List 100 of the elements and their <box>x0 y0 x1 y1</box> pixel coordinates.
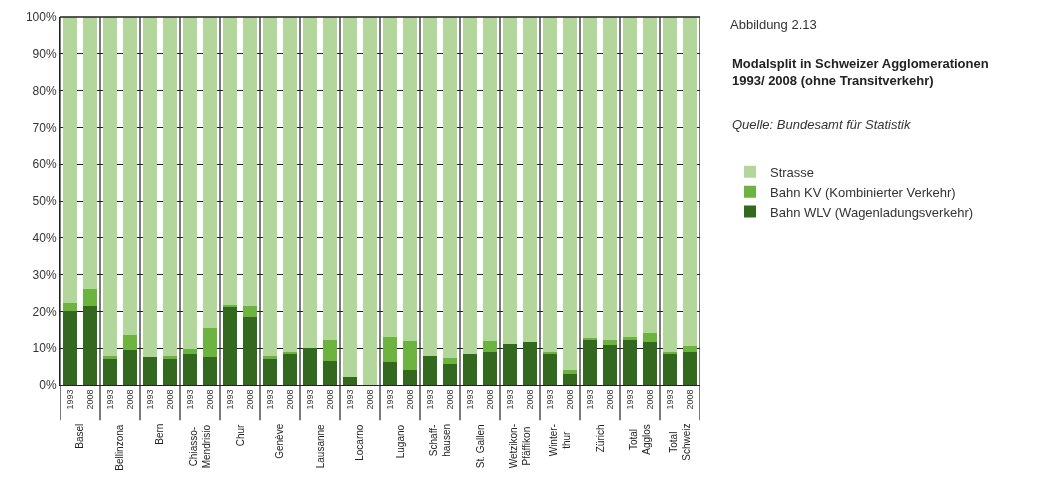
bar <box>62 303 78 312</box>
bar <box>182 17 198 349</box>
bar <box>482 351 498 385</box>
bar <box>322 339 338 362</box>
x-tick-label: 2008 <box>204 389 215 410</box>
bar <box>682 17 698 347</box>
bar <box>562 17 578 370</box>
x-tick-label: 2008 <box>124 389 135 410</box>
bar <box>622 17 638 338</box>
bar <box>522 17 538 343</box>
bar <box>222 306 238 385</box>
text: St. Gallen <box>474 424 486 469</box>
bar <box>602 344 618 385</box>
bar <box>462 354 478 385</box>
x-tick-label: 2008 <box>524 389 535 410</box>
y-tick-label: 70% <box>32 120 57 135</box>
x-tick-label: 1993 <box>544 389 555 410</box>
bar <box>442 17 458 359</box>
y-tick-label: 50% <box>32 194 57 209</box>
bar <box>242 316 258 385</box>
text: Zürich <box>594 424 606 453</box>
bar <box>182 354 198 385</box>
y-tick-label: 30% <box>32 267 57 282</box>
text: Genève <box>274 423 286 459</box>
bar <box>162 355 178 359</box>
x-tick-label: 2008 <box>364 389 375 410</box>
bar <box>142 17 158 358</box>
bar <box>582 339 598 385</box>
text: Total Schweiz <box>668 423 693 461</box>
x-tick-label: 1993 <box>184 389 195 410</box>
x-tick-label: 1993 <box>464 389 475 410</box>
bar <box>162 358 178 385</box>
x-tick-label: 1993 <box>64 389 75 410</box>
bar <box>482 341 498 352</box>
y-tick-label: 40% <box>32 231 57 245</box>
bar <box>402 341 418 370</box>
source-note: Quelle: Bundesamt für Statistik <box>732 117 912 132</box>
bar <box>622 337 638 340</box>
text: Modalsplit in Schweizer Agglomerationen 1993/ 2008 (ohne Transitverkehr) <box>732 56 989 88</box>
x-tick-label: 2008 <box>404 389 415 410</box>
x-tick-label: 1993 <box>104 389 115 410</box>
legend-label: Bahn WLV (Wagenladungsverkehr) <box>770 204 974 220</box>
x-tick-label: 1993 <box>224 389 235 410</box>
bar <box>602 339 618 345</box>
bar <box>62 17 78 304</box>
y-tick-label: 80% <box>32 83 57 98</box>
bar <box>482 17 498 342</box>
x-tick-label: 2008 <box>564 389 575 410</box>
text: Wetzikon- Pfäffikon <box>507 424 532 469</box>
bar <box>322 17 338 340</box>
bar <box>122 350 138 385</box>
bar <box>302 17 318 348</box>
text: Basel <box>74 423 86 449</box>
bar <box>382 17 398 338</box>
y-tick-label: 90% <box>32 47 57 61</box>
text: Bellinzona <box>114 424 126 471</box>
x-tick-label: 1993 <box>304 389 315 410</box>
legend-label: Strasse <box>770 164 815 180</box>
bar <box>82 17 98 289</box>
bar <box>202 328 218 358</box>
x-tick-label: 2008 <box>484 389 495 410</box>
x-tick-label: 2008 <box>164 389 175 410</box>
text: Chur <box>234 423 246 447</box>
bar <box>402 369 418 385</box>
text: Winter- thur <box>547 424 572 457</box>
bar <box>262 355 278 359</box>
bar <box>222 17 238 305</box>
bar <box>522 342 538 385</box>
x-tick-label: 2008 <box>284 389 295 410</box>
bar <box>362 17 378 385</box>
x-tick-label: 1993 <box>144 389 155 410</box>
bar <box>282 17 298 352</box>
bar <box>202 17 218 329</box>
bar <box>62 311 78 385</box>
bar <box>642 342 658 385</box>
bar <box>562 369 578 374</box>
bar <box>262 358 278 385</box>
y-tick-label: 10% <box>32 341 57 356</box>
x-tick-label: 2008 <box>684 389 695 410</box>
bar <box>162 17 178 356</box>
bar <box>542 354 558 385</box>
bar <box>322 361 338 385</box>
bar <box>682 346 698 352</box>
bar <box>662 354 678 385</box>
x-tick-label: 1993 <box>664 389 675 410</box>
bar <box>582 17 598 339</box>
x-tick-label: 2008 <box>604 389 615 410</box>
x-tick-label: 1993 <box>504 389 515 410</box>
bar <box>122 334 138 351</box>
text: Chiasso- Mendrisio <box>187 424 212 469</box>
bar <box>82 288 98 306</box>
bar <box>662 17 678 352</box>
bar <box>422 355 438 385</box>
bar <box>642 17 658 334</box>
x-tick-label: 1993 <box>264 389 275 410</box>
bar <box>542 17 558 352</box>
bar <box>102 358 118 385</box>
x-tick-label: 2008 <box>244 389 255 410</box>
bar <box>682 351 698 385</box>
y-tick-label: 100% <box>25 10 57 25</box>
